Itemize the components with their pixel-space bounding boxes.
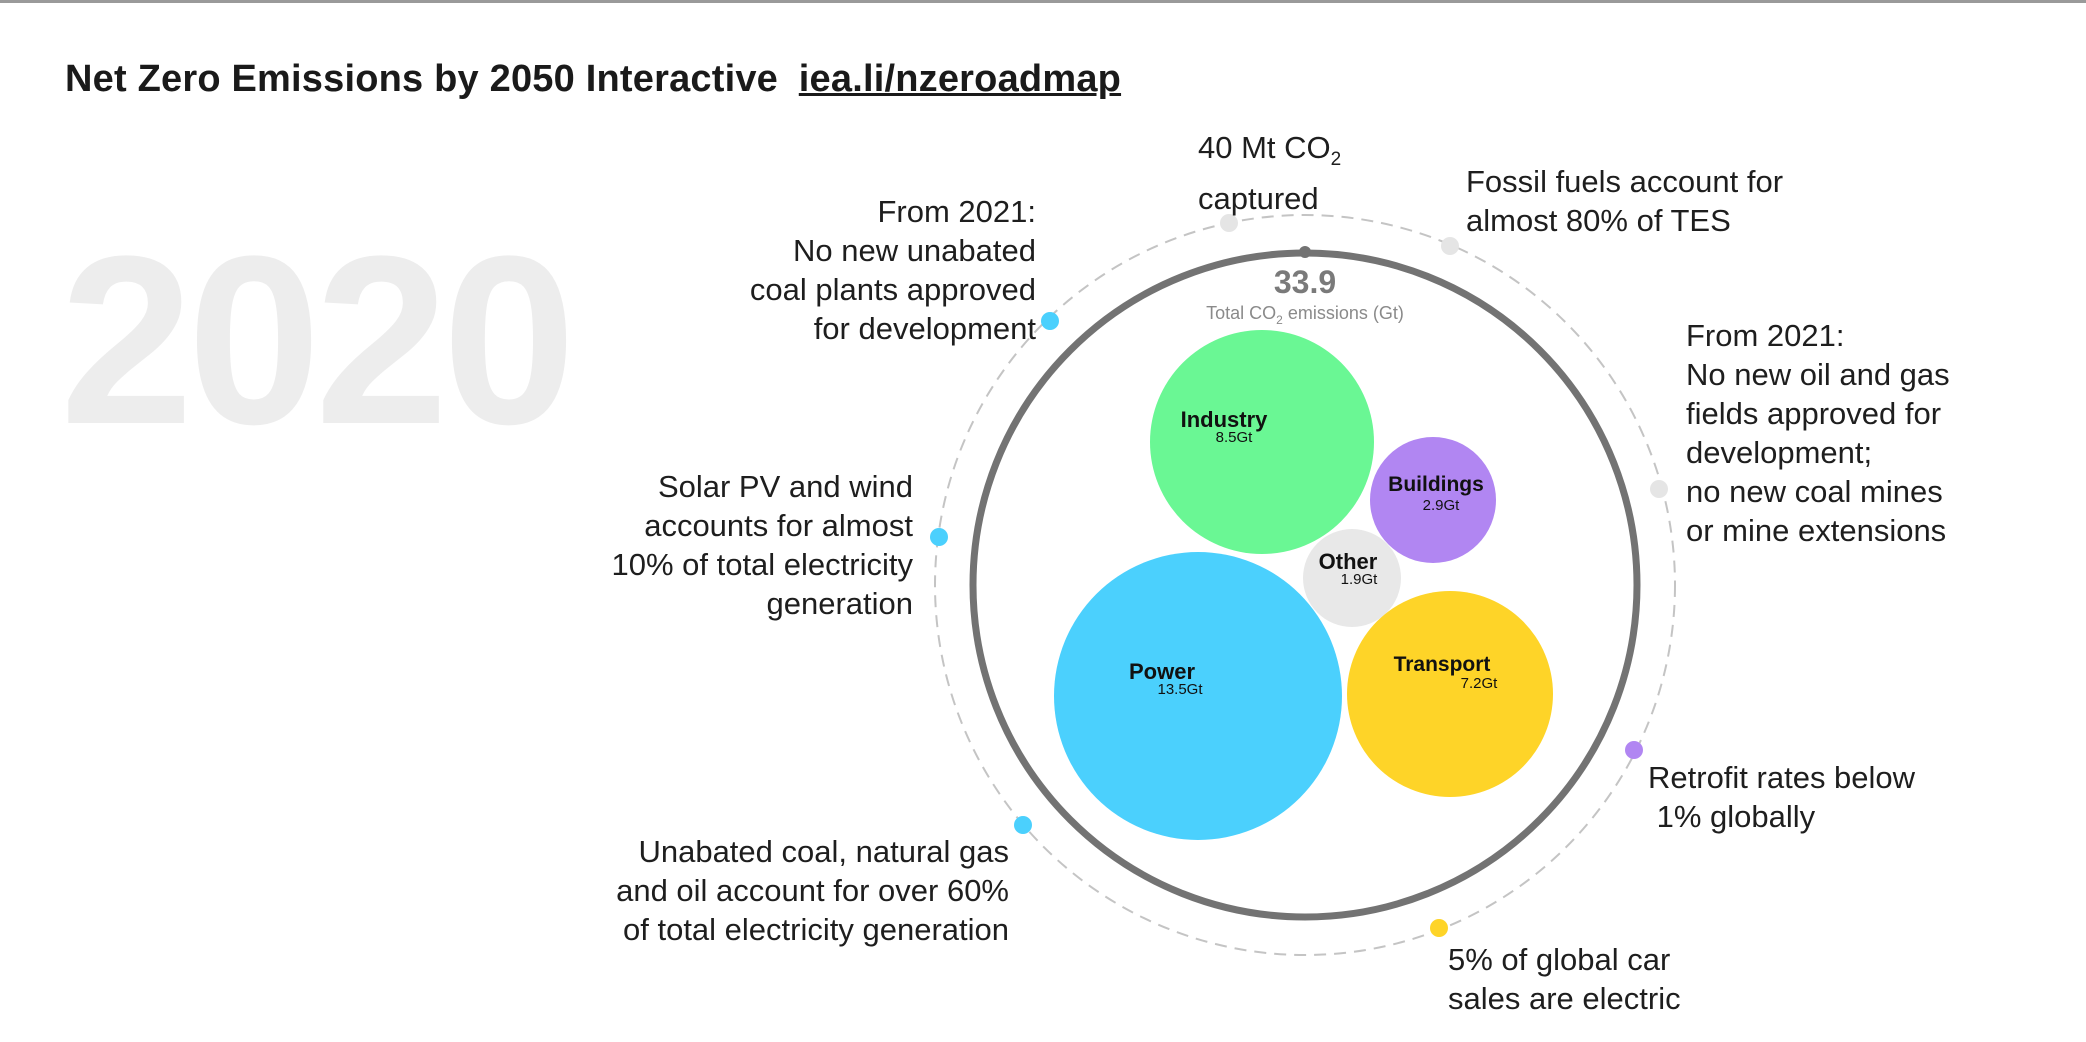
- annotation-cars-line: 5% of global car: [1448, 942, 1671, 977]
- annotation-oil-gas-line: No new oil and gas: [1686, 357, 1950, 392]
- annotation-fossil: Fossil fuels account for almost 80% of T…: [1466, 162, 1783, 240]
- bubble-other-name: Other: [1319, 549, 1378, 574]
- milestone-dot-coal-plants[interactable]: [1041, 312, 1059, 330]
- annotation-coal-plants-line: From 2021:: [877, 194, 1036, 229]
- bubble-industry-name: Industry: [1181, 407, 1269, 432]
- bubble-transport[interactable]: Transport 7.2Gt: [1347, 591, 1553, 797]
- annotation-retrofit-line: Retrofit rates below: [1648, 760, 1916, 795]
- annotation-unabated-line: of total electricity generation: [623, 912, 1009, 947]
- page-title: Net Zero Emissions by 2050 Interactive i…: [65, 58, 1121, 101]
- annotation-unabated: Unabated coal, natural gas and oil accou…: [616, 832, 1009, 949]
- annotation-oil-gas-line: fields approved for: [1686, 396, 1942, 431]
- bubble-buildings-circle: [1370, 437, 1496, 563]
- bubble-power-circle: [1054, 552, 1342, 840]
- total-value: 33.9: [1274, 264, 1336, 300]
- bubble-power-name: Power: [1129, 659, 1195, 684]
- annotation-cars: 5% of global car sales are electric: [1448, 940, 1681, 1018]
- milestone-dot-ccs[interactable]: [1220, 214, 1238, 232]
- annotation-retrofit-line: 1% globally: [1648, 799, 1816, 834]
- annotation-cars-line: sales are electric: [1448, 981, 1681, 1016]
- milestone-dot-fossil[interactable]: [1441, 237, 1459, 255]
- annotation-fossil-line: Fossil fuels account for: [1466, 164, 1784, 199]
- roadmap-link[interactable]: iea.li/nzeroadmap: [798, 58, 1122, 100]
- annotation-ccs-line1: 40 Mt CO2: [1198, 130, 1342, 171]
- milestone-dot-unabated[interactable]: [1014, 816, 1032, 834]
- annotation-coal-plants-line: coal plants approved: [749, 272, 1036, 307]
- annotation-solar-line: Solar PV and wind: [657, 469, 913, 504]
- bubble-other-circle: [1303, 529, 1401, 627]
- bubble-buildings[interactable]: Buildings 2.9Gt: [1370, 437, 1496, 563]
- bubble-power-value: 13.5Gt: [1157, 681, 1203, 698]
- annotation-oil-gas: From 2021: No new oil and gas fields app…: [1686, 316, 1950, 550]
- title-text: Net Zero Emissions by 2050 Interactive: [65, 58, 779, 100]
- bubble-transport-value: 7.2Gt: [1461, 675, 1499, 692]
- annotation-oil-gas-line: or mine extensions: [1686, 513, 1947, 548]
- annotation-oil-gas-line: From 2021:: [1686, 318, 1845, 353]
- annotation-ccs-line2: captured: [1198, 181, 1319, 217]
- total-label: Total CO2 emissions (Gt): [1206, 303, 1404, 327]
- annotation-unabated-line: and oil account for over 60%: [616, 873, 1009, 908]
- bubble-transport-name: Transport: [1394, 653, 1491, 676]
- annotation-ccs: 40 Mt CO2 captured: [1198, 128, 1341, 218]
- milestone-dot-solar[interactable]: [930, 528, 948, 546]
- ring-marker: [1299, 246, 1311, 258]
- milestone-dot-retrofit[interactable]: [1625, 741, 1643, 759]
- annotation-solar: Solar PV and wind accounts for almost 10…: [611, 467, 913, 623]
- annotation-unabated-line: Unabated coal, natural gas: [638, 834, 1009, 869]
- milestone-dot-oil-gas[interactable]: [1650, 480, 1668, 498]
- annotation-solar-line: generation: [766, 586, 913, 621]
- milestone-ring: [934, 214, 1676, 956]
- annotation-coal-plants-line: for development: [813, 311, 1036, 346]
- bubble-other[interactable]: Other 1.9Gt: [1303, 529, 1401, 627]
- year-watermark: 2020: [60, 206, 576, 474]
- bubble-industry-circle: [1150, 330, 1374, 554]
- annotation-coal-plants: From 2021: No new unabated coal plants a…: [750, 192, 1036, 348]
- annotation-oil-gas-line: no new coal mines: [1686, 474, 1943, 509]
- bubble-buildings-name: Buildings: [1388, 473, 1484, 496]
- annotation-fossil-line: almost 80% of TES: [1466, 203, 1731, 238]
- annotation-oil-gas-line: development;: [1686, 435, 1873, 470]
- bubble-industry-value: 8.5Gt: [1216, 429, 1254, 446]
- annotation-retrofit: Retrofit rates below 1% globally: [1648, 758, 1915, 836]
- top-rule: [0, 0, 2086, 3]
- bubble-power[interactable]: Power 13.5Gt: [1054, 552, 1342, 840]
- annotation-coal-plants-line: No new unabated: [792, 233, 1036, 268]
- annotation-solar-line: 10% of total electricity: [611, 547, 913, 582]
- bubble-other-value: 1.9Gt: [1341, 571, 1379, 588]
- bubble-industry[interactable]: Industry 8.5Gt: [1150, 330, 1374, 554]
- bubble-buildings-value: 2.9Gt: [1423, 497, 1461, 514]
- annotation-solar-line: accounts for almost: [644, 508, 913, 543]
- milestone-dot-cars[interactable]: [1430, 919, 1448, 937]
- bubble-transport-circle: [1347, 591, 1553, 797]
